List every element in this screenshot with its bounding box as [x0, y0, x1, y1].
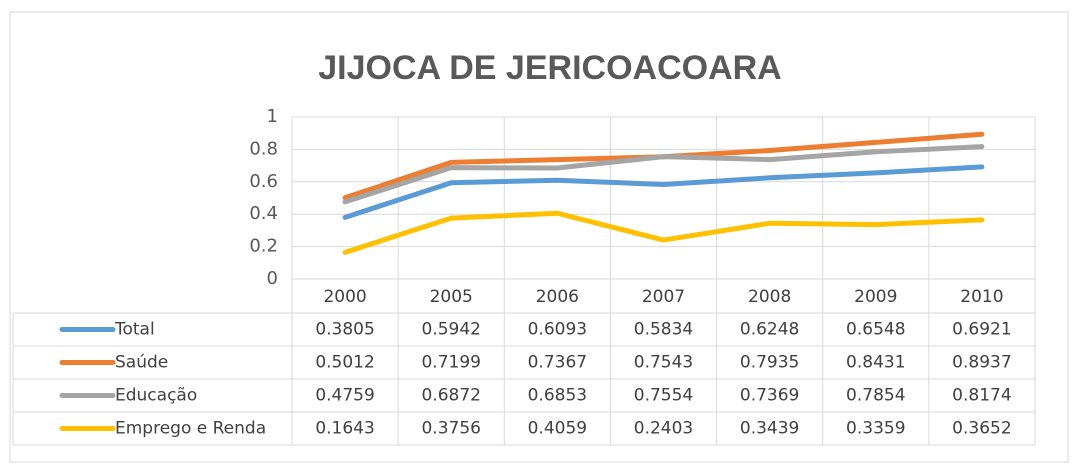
- x-tick-label: 2010: [960, 287, 1003, 307]
- series-line: [342, 144, 985, 205]
- table-value: 0.5942: [421, 320, 480, 340]
- table-value: 0.3439: [740, 419, 799, 439]
- x-tick-label: 2006: [536, 287, 579, 307]
- y-tick-label: 0.2: [249, 236, 278, 257]
- x-tick-label: 2008: [748, 287, 791, 307]
- table-value: 0.7199: [421, 353, 480, 373]
- legend-label: Emprego e Renda: [115, 419, 266, 439]
- table-value: 0.7543: [634, 353, 693, 373]
- table-value: 0.5834: [634, 320, 693, 340]
- table-value: 0.8174: [952, 386, 1011, 406]
- legend-label: Total: [114, 320, 155, 340]
- table-value: 0.6093: [528, 320, 587, 340]
- series-line: [342, 210, 985, 255]
- table-value: 0.4759: [315, 386, 374, 406]
- x-tick-label: 2009: [854, 287, 897, 307]
- table-value: 0.8937: [952, 353, 1011, 373]
- series-line: [342, 164, 985, 220]
- table-value: 0.3652: [952, 419, 1011, 439]
- table-value: 0.6921: [952, 320, 1011, 340]
- x-tick-label: 2005: [430, 287, 473, 307]
- y-tick-label: 0.8: [249, 138, 278, 159]
- y-tick-label: 0.4: [249, 203, 278, 224]
- table-value: 0.7854: [846, 386, 905, 406]
- x-tick-label: 2007: [642, 287, 685, 307]
- chart-border: [9, 11, 1069, 463]
- table-value: 0.7367: [528, 353, 587, 373]
- table-value: 0.4059: [528, 419, 587, 439]
- x-tick-label: 2000: [323, 287, 366, 307]
- table-value: 0.2403: [634, 419, 693, 439]
- table-value: 0.7554: [634, 386, 693, 406]
- y-tick-label: 0: [267, 268, 278, 289]
- y-tick-label: 0.6: [249, 171, 278, 192]
- legend-label: Educação: [115, 386, 197, 406]
- legend-label: Saúde: [115, 353, 168, 373]
- table-value: 0.7935: [740, 353, 799, 373]
- table-value: 0.7369: [740, 386, 799, 406]
- table-value: 0.5012: [315, 353, 374, 373]
- table-value: 0.3359: [846, 419, 905, 439]
- y-tick-label: 1: [267, 106, 278, 127]
- table-value: 0.6248: [740, 320, 799, 340]
- table-value: 0.6872: [421, 386, 480, 406]
- table-value: 0.6853: [528, 386, 587, 406]
- table-value: 0.8431: [846, 353, 905, 373]
- table-value: 0.6548: [846, 320, 905, 340]
- table-value: 0.3805: [315, 320, 374, 340]
- table-value: 0.1643: [315, 419, 374, 439]
- chart-title: JIJOCA DE JERICOACOARA: [318, 49, 781, 87]
- table-value: 0.3756: [421, 419, 480, 439]
